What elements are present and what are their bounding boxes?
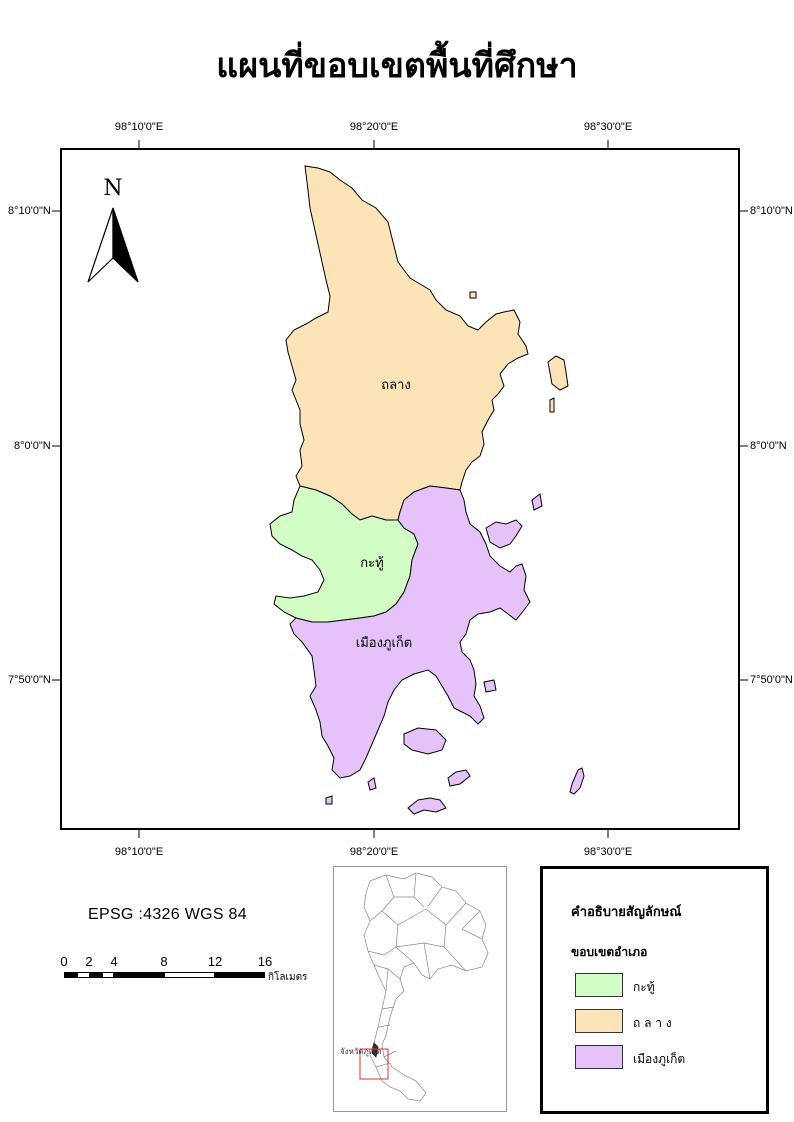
north-letter: N (103, 176, 123, 201)
scale-label: 4 (110, 954, 118, 969)
inset-province-label: จังหวัดภูเก็ต (340, 1047, 382, 1056)
left-lat-label: 7°50'0"N (8, 674, 51, 686)
scale-label: 8 (160, 954, 168, 969)
islet (325, 795, 333, 805)
islet (549, 397, 555, 413)
scale-bar: 0 2 4 8 12 16 กิโลเมตร (60, 954, 324, 994)
scale-unit: กิโลเมตร (268, 972, 308, 983)
right-lat-label: 7°50'0"N (750, 674, 793, 686)
island-far-east (569, 767, 585, 795)
district-thalang (285, 165, 529, 521)
top-lon-label: 98°10'0"E (114, 121, 164, 133)
legend-item: กะทู้ (575, 973, 755, 999)
legend-item: เมืองภูเก็ต (575, 1045, 755, 1071)
district-label-kathu: กะทู้ (360, 556, 384, 571)
islet (367, 777, 377, 791)
island-coral (403, 727, 447, 755)
thailand-outline (359, 872, 489, 1102)
scale-label: 0 (60, 954, 68, 969)
right-lat-label: 8°0'0"N (750, 440, 787, 452)
left-lat-label: 8°10'0"N (8, 205, 51, 217)
map-title: แผนที่ขอบเขตพื้นที่ศึกษา (216, 46, 578, 86)
north-arrow-icon (87, 207, 139, 283)
legend: คำอธิบายสัญลักษณ์ ขอบเขตอำเภอ กะทู้ ถ ล … (540, 866, 769, 1114)
islet (469, 291, 477, 299)
legend-item: ถ ล า ง (575, 1009, 755, 1035)
legend-title: คำอธิบายสัญลักษณ์ (571, 905, 682, 920)
district-label-thalang: ถลาง (381, 378, 411, 393)
bottom-lon-label: 98°20'0"E (349, 846, 399, 858)
legend-swatch (575, 1045, 623, 1069)
top-lon-label: 98°20'0"E (349, 121, 399, 133)
projection-label: EPSG :4326 WGS 84 (88, 906, 247, 923)
scale-label: 2 (85, 954, 93, 969)
island-south (407, 797, 447, 815)
bottom-lon-label: 98°10'0"E (114, 846, 164, 858)
inset-map: จังหวัดภูเก็ต (333, 866, 507, 1112)
north-arrow: N (86, 176, 140, 286)
legend-swatch (575, 1009, 623, 1033)
right-lat-label: 8°10'0"N (750, 205, 793, 217)
islet (483, 679, 497, 693)
bottom-lon-label: 98°30'0"E (583, 846, 633, 858)
left-lat-label: 8°0'0"N (14, 440, 51, 452)
scale-label: 16 (257, 954, 273, 969)
legend-label: ถ ล า ง (633, 1016, 672, 1030)
island-east-bay (485, 519, 523, 549)
legend-label: กะทู้ (633, 980, 655, 994)
island-south-east (447, 769, 471, 787)
scale-label: 12 (207, 954, 223, 969)
legend-label: เมืองภูเก็ต (633, 1052, 686, 1066)
top-lon-label: 98°30'0"E (583, 121, 633, 133)
legend-subtitle: ขอบเขตอำเภอ (571, 945, 648, 959)
islet (531, 493, 543, 511)
island-east-thalang (547, 355, 569, 391)
district-mueang (289, 485, 531, 779)
legend-swatch (575, 973, 623, 997)
district-label-mueang: เมืองภูเก็ต (355, 636, 413, 651)
